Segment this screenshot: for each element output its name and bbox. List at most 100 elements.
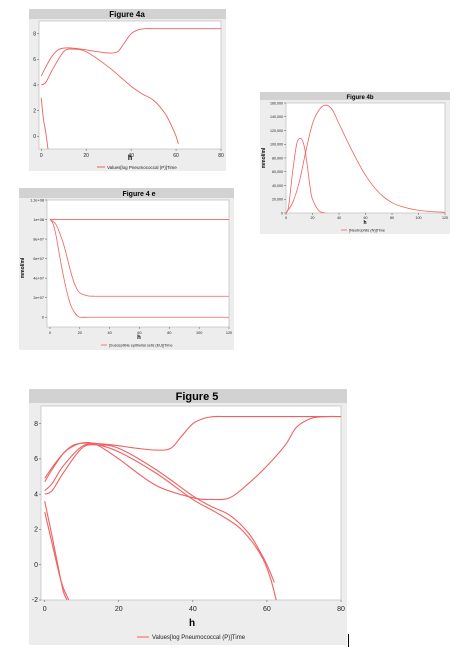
y-tick-label: 0 bbox=[34, 562, 38, 569]
x-tick-label: 0 bbox=[49, 331, 51, 335]
legend-label: Values[log Pneumococcal (P)]Time bbox=[152, 635, 246, 641]
series-line-1 bbox=[44, 415, 341, 483]
y-tick-label: -2 bbox=[32, 597, 38, 604]
series-line-4 bbox=[44, 443, 277, 600]
chart-title-bar bbox=[29, 9, 226, 19]
y-tick-label: 0 bbox=[281, 211, 283, 215]
y-tick-label: 80,000 bbox=[272, 156, 283, 160]
x-tick-label: 20 bbox=[83, 153, 89, 159]
series-line-3 bbox=[49, 219, 229, 318]
x-axis-label: h bbox=[363, 220, 366, 226]
y-tick-label: 40,000 bbox=[272, 184, 283, 188]
figure-4a-panel: Figure 4a 0 20 40 60 80 0 2 4 6 8 h Values[log Pn… bbox=[29, 9, 226, 171]
series-line-3 bbox=[40, 97, 49, 149]
figure-5-panel: Figure 5 0 20 40 60 80 -2 0 2 4 6 8 h Values[log P… bbox=[29, 389, 347, 645]
y-tick-label: 60,000 bbox=[272, 170, 283, 174]
chart-title: Figure 4 e bbox=[122, 191, 155, 198]
tick-labels: 0 20 40 60 80 100 120 0 20,000 40,000 60,000 80,000… bbox=[270, 101, 448, 220]
y-tick-label: 20,000 bbox=[272, 198, 283, 202]
data-lines bbox=[44, 415, 341, 600]
y-tick-label: 1.2e+08 bbox=[30, 198, 44, 202]
data-lines bbox=[40, 28, 221, 149]
x-tick-label: 80 bbox=[218, 153, 224, 159]
series-line-2 bbox=[286, 104, 445, 213]
chart-title: Figure 4a bbox=[109, 10, 145, 19]
x-tick-label: 0 bbox=[40, 153, 43, 159]
x-tick-label: 20 bbox=[311, 216, 315, 220]
x-tick-label: 20 bbox=[78, 331, 82, 335]
series-line-1 bbox=[40, 28, 221, 77]
legend-label: [Neutrophils (N)]Time bbox=[349, 229, 385, 233]
y-tick-label: 2 bbox=[34, 527, 38, 534]
figure-4e-chart: Figure 4 e 0 20 40 60 80 100 120 0 2e+07 4e+07 6e+… bbox=[19, 188, 234, 348]
figure-4b-chart: Figure 4b 0 20 40 60 80 100 120 0 20,000 40,000 60… bbox=[260, 92, 450, 233]
x-tick-label: 80 bbox=[167, 331, 171, 335]
x-tick-label: 60 bbox=[173, 153, 179, 159]
y-tick-label: 4 bbox=[34, 491, 38, 498]
x-axis-label: h bbox=[137, 335, 141, 341]
x-tick-label: 0 bbox=[285, 216, 287, 220]
legend-label: Values[log Pneumococcal (P)]Time bbox=[107, 165, 177, 170]
plot-area bbox=[285, 102, 446, 214]
x-tick-label: 40 bbox=[108, 331, 112, 335]
y-tick-label: 140,000 bbox=[270, 115, 283, 119]
chart-title: Figure 4b bbox=[346, 95, 373, 101]
y-tick-label: 8e+07 bbox=[33, 237, 44, 241]
text-cursor bbox=[348, 634, 349, 647]
series-line-2 bbox=[44, 415, 341, 501]
y-axis-label: mmol/ml bbox=[20, 257, 26, 278]
series-line-6 bbox=[44, 511, 70, 600]
y-tick-label: 6 bbox=[34, 456, 38, 463]
y-tick-label: 6 bbox=[33, 57, 36, 63]
y-tick-label: 1e+08 bbox=[33, 218, 44, 222]
x-tick-label: 40 bbox=[337, 216, 341, 220]
y-axis-label: mmol/ml bbox=[261, 147, 267, 168]
y-tick-label: 4 bbox=[33, 83, 36, 89]
y-tick-label: 8 bbox=[34, 421, 38, 428]
tick-labels: 0 20 40 60 80 -2 0 2 4 6 8 bbox=[32, 421, 345, 613]
series-line-3 bbox=[44, 444, 275, 583]
tick-labels: 0 20 40 60 80 100 120 0 2e+07 4e+07 6e+07 8e+07 1e+0… bbox=[30, 198, 232, 335]
x-tick-label: 20 bbox=[115, 606, 123, 613]
x-tick-label: 60 bbox=[263, 606, 271, 613]
y-tick-label: 8 bbox=[33, 31, 36, 37]
series-line-2 bbox=[41, 48, 179, 145]
x-tick-label: 100 bbox=[196, 331, 202, 335]
y-tick-label: 0 bbox=[42, 316, 44, 320]
data-lines bbox=[286, 104, 445, 213]
plot-area bbox=[40, 405, 342, 601]
y-tick-label: 6e+07 bbox=[33, 257, 44, 261]
chart-title-bar bbox=[260, 92, 450, 100]
legend-label: [Susceptible epithelial cells (EU)]Time bbox=[109, 344, 173, 348]
series-line-2 bbox=[49, 219, 229, 297]
x-tick-label: 0 bbox=[43, 606, 47, 613]
figure-4b-panel: Figure 4b 0 20 40 60 80 100 120 0 20,000 40,000 60… bbox=[260, 92, 450, 234]
y-tick-label: 2 bbox=[33, 108, 36, 114]
y-tick-label: 160,000 bbox=[270, 101, 283, 105]
chart-title: Figure 5 bbox=[176, 391, 219, 403]
x-tick-label: 80 bbox=[337, 606, 345, 613]
y-tick-label: 100,000 bbox=[270, 143, 283, 147]
chart-title-bar bbox=[29, 389, 347, 403]
x-tick-label: 120 bbox=[442, 216, 448, 220]
figure-5-chart: Figure 5 0 20 40 60 80 -2 0 2 4 6 8 h Values[log P… bbox=[29, 389, 347, 641]
y-tick-label: 0 bbox=[33, 134, 36, 140]
x-tick-label: 60 bbox=[364, 216, 368, 220]
x-tick-label: 40 bbox=[128, 153, 134, 159]
y-tick-label: 120,000 bbox=[270, 129, 283, 133]
figure-4a-chart: Figure 4a 0 20 40 60 80 0 2 4 6 8 h Values[log Pn… bbox=[29, 9, 226, 170]
series-line-1 bbox=[286, 137, 326, 213]
x-tick-label: 40 bbox=[189, 606, 197, 613]
y-tick-label: 4e+07 bbox=[33, 277, 44, 281]
x-tick-label: 100 bbox=[416, 216, 422, 220]
y-tick-label: 2e+07 bbox=[33, 296, 44, 300]
data-lines bbox=[49, 219, 229, 318]
x-axis-label: h bbox=[189, 618, 195, 629]
tick-labels: 0 20 40 60 80 0 2 4 6 8 bbox=[33, 31, 224, 159]
x-tick-label: 120 bbox=[226, 331, 232, 335]
figure-4e-panel: Figure 4 e 0 20 40 60 80 100 120 0 2e+07 4e+07 6e+… bbox=[19, 188, 234, 350]
x-axis-label: h bbox=[128, 155, 132, 162]
chart-title-bar bbox=[19, 188, 234, 198]
plot-area bbox=[46, 199, 230, 328]
x-tick-label: 60 bbox=[137, 331, 141, 335]
